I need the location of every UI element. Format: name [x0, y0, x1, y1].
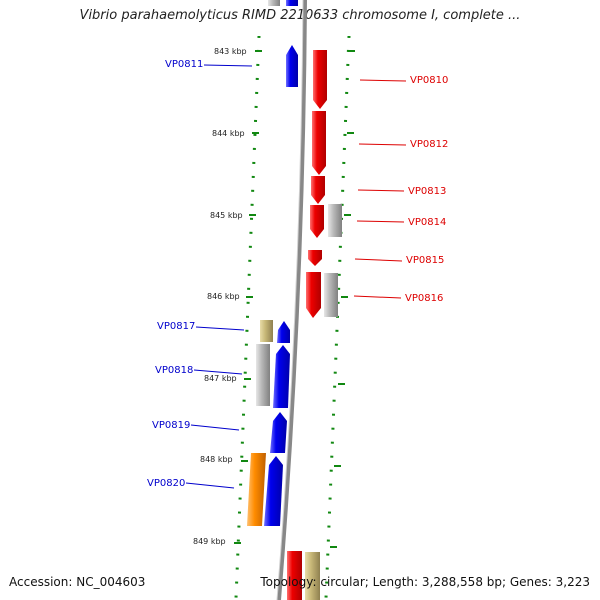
label-VP0810[interactable]: VP0810	[410, 75, 448, 86]
gene-orange-820[interactable]	[247, 453, 266, 526]
forward-labels: VP0811 VP0817 VP0818 VP0819 VP0820	[147, 59, 203, 489]
ruler-track-left	[234, 35, 261, 599]
gene-VP0819[interactable]	[270, 412, 287, 453]
genome-summary-text: Topology: circular; Length: 3,288,558 bp…	[260, 575, 590, 589]
label-VP0814[interactable]: VP0814	[408, 217, 446, 228]
map-title: Vibrio parahaemolyticus RIMD 2210633 chr…	[79, 8, 521, 23]
gene-partial-red-bottom[interactable]	[287, 551, 302, 600]
label-VP0817[interactable]: VP0817	[157, 321, 195, 332]
label-VP0819[interactable]: VP0819	[152, 420, 190, 431]
gene-grey-816[interactable]	[324, 273, 338, 317]
gene-grey-818[interactable]	[256, 344, 270, 406]
gene-grey-814[interactable]	[328, 204, 342, 237]
ruler-major-ticks	[234, 50, 355, 548]
ruler-label-845: 845 kbp	[210, 211, 243, 220]
accession-text: Accession: NC_004603	[9, 575, 146, 589]
label-VP0815[interactable]: VP0815	[406, 255, 444, 266]
gene-VP0812[interactable]	[312, 111, 326, 175]
label-VP0816[interactable]: VP0816	[405, 293, 443, 304]
reverse-labels: VP0810 VP0812 VP0813 VP0814 VP0815 VP081…	[405, 75, 448, 304]
gene-partial-grey-top[interactable]	[268, 0, 280, 6]
gene-VP0813[interactable]	[311, 176, 325, 204]
label-VP0811[interactable]: VP0811	[165, 59, 203, 70]
label-VP0812[interactable]: VP0812	[410, 139, 448, 150]
label-VP0818[interactable]: VP0818	[155, 365, 193, 376]
ruler-label-849: 849 kbp	[193, 537, 226, 546]
forward-callouts	[185, 64, 253, 489]
gene-partial-blue-top[interactable]	[286, 0, 298, 6]
gene-VP0815[interactable]	[308, 250, 322, 266]
ruler-label-846: 846 kbp	[207, 292, 240, 301]
gene-VP0820[interactable]	[264, 456, 283, 526]
gene-khaki-817[interactable]	[260, 320, 273, 342]
label-VP0820[interactable]: VP0820	[147, 478, 185, 489]
ruler-label-847: 847 kbp	[204, 374, 237, 383]
ruler-labels: 843 kbp 844 kbp 845 kbp 846 kbp 847 kbp …	[193, 47, 247, 546]
ruler-label-844: 844 kbp	[212, 129, 245, 138]
label-VP0813[interactable]: VP0813	[408, 186, 446, 197]
gene-VP0818[interactable]	[273, 345, 290, 408]
gene-VP0816[interactable]	[306, 272, 321, 318]
ruler-label-843: 843 kbp	[214, 47, 247, 56]
ruler-label-848: 848 kbp	[200, 455, 233, 464]
sequence-backbone-highlight	[276, 0, 304, 600]
reverse-callouts	[353, 79, 407, 299]
sequence-backbone	[277, 0, 307, 600]
gene-VP0814[interactable]	[310, 205, 324, 238]
gene-partial-khaki-bottom[interactable]	[305, 552, 320, 600]
gene-VP0811[interactable]	[286, 45, 298, 87]
gene-VP0817[interactable]	[277, 321, 290, 343]
gene-VP0810[interactable]	[313, 50, 327, 109]
